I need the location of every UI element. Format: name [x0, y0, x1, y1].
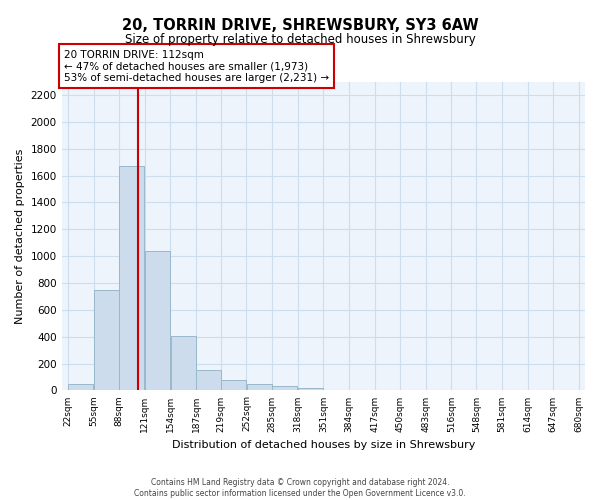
Bar: [272, 386, 298, 390]
Bar: [68, 384, 93, 390]
Bar: [170, 336, 196, 390]
Bar: [247, 384, 272, 390]
Bar: [221, 380, 246, 390]
Text: 20, TORRIN DRIVE, SHREWSBURY, SY3 6AW: 20, TORRIN DRIVE, SHREWSBURY, SY3 6AW: [122, 18, 478, 32]
Bar: [119, 166, 145, 390]
Text: Size of property relative to detached houses in Shrewsbury: Size of property relative to detached ho…: [125, 32, 475, 46]
X-axis label: Distribution of detached houses by size in Shrewsbury: Distribution of detached houses by size …: [172, 440, 475, 450]
Bar: [145, 251, 170, 390]
Bar: [94, 290, 119, 390]
Y-axis label: Number of detached properties: Number of detached properties: [15, 148, 25, 324]
Bar: [298, 388, 323, 390]
Text: 20 TORRIN DRIVE: 112sqm
← 47% of detached houses are smaller (1,973)
53% of semi: 20 TORRIN DRIVE: 112sqm ← 47% of detache…: [64, 50, 329, 83]
Text: Contains HM Land Registry data © Crown copyright and database right 2024.
Contai: Contains HM Land Registry data © Crown c…: [134, 478, 466, 498]
Bar: [196, 370, 221, 390]
